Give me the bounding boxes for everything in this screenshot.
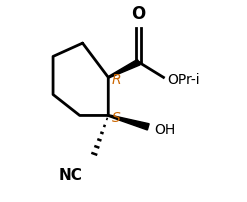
Polygon shape (108, 115, 149, 130)
Polygon shape (108, 60, 140, 79)
Text: OH: OH (154, 122, 175, 136)
Text: NC: NC (58, 167, 82, 182)
Text: OPr-i: OPr-i (167, 73, 200, 87)
Text: O: O (132, 5, 146, 23)
Text: S: S (112, 111, 121, 125)
Text: R: R (112, 73, 122, 87)
